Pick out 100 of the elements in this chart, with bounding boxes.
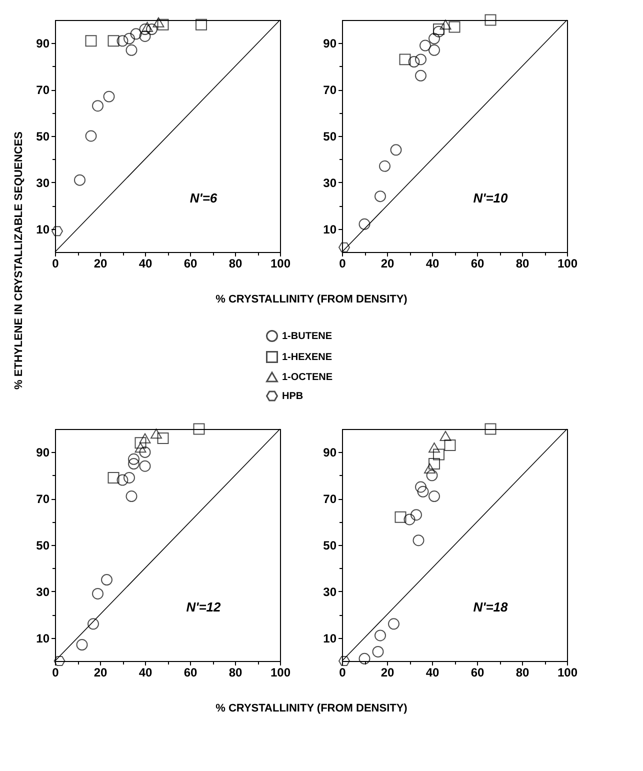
point [126,490,138,502]
legend-label: 1-BUTENE [282,331,332,342]
y-tick-label: 70 [36,492,50,506]
point [146,24,158,36]
point [444,439,456,451]
x-tick-label: 40 [426,256,440,270]
point [424,463,436,474]
point [142,22,153,32]
y-tick-label: 90 [36,36,50,51]
point [85,35,97,47]
point [116,35,128,47]
y-tick-label: 30 [36,176,50,190]
y-tick-label: 10 [36,222,50,236]
point [124,472,135,484]
point [139,460,151,472]
y-axis-title: % ETHYLENE IN CRYSTALLIZABLE SEQUENCES [13,132,26,390]
y-tick-label: 30 [323,176,337,190]
y-tick-label: 90 [323,446,337,460]
y-tick-label: 70 [323,492,337,506]
point [417,486,429,498]
point [130,28,142,40]
y-tick-label: 50 [36,538,50,552]
x-tick-label: 0 [339,256,346,270]
x-tick-label: 80 [516,666,530,680]
x-tick-label: 0 [339,666,346,680]
x-tick-label: 20 [94,666,108,680]
x-tick-label: 60 [184,666,198,680]
point [92,100,104,112]
y-tick-label: 70 [36,83,50,98]
point [150,428,162,439]
point [358,218,370,230]
point [448,21,460,33]
point [157,432,169,444]
x-tick-label: 0 [52,666,60,680]
point [74,174,86,186]
point [128,453,140,465]
point [139,24,151,36]
point [379,160,390,172]
y-tick-label: 90 [323,36,337,51]
point [108,472,120,484]
point [428,442,440,453]
annotation: N'=18 [473,600,509,615]
y-tick-label: 30 [323,584,337,599]
x-tick-label: 80 [516,256,530,270]
point [388,618,400,630]
point [484,14,496,26]
x-axis-title: % CRYSTALLINITY (FROM DENSITY) [216,702,408,714]
point [415,481,426,493]
point [92,588,104,600]
y-tick-label: 30 [36,584,50,599]
point [374,190,386,202]
point [420,40,431,52]
point [408,56,420,68]
y-tick-label: 50 [323,130,337,144]
point [428,44,440,56]
point [128,458,140,470]
point [484,423,496,435]
x-tick-label: 20 [380,256,394,270]
x-tick-label: 40 [138,666,152,680]
y-tick-label: 10 [323,222,337,236]
point [76,639,88,650]
point [394,511,406,523]
x-tick-label: 20 [380,666,394,680]
y-tick-label: 50 [36,130,50,144]
point [108,35,120,47]
point [433,448,444,460]
point [101,574,112,586]
x-tick-label: 40 [426,666,440,680]
y-tick-label: 50 [323,538,337,552]
point [152,17,164,28]
x-tick-label: 40 [138,256,152,270]
point [116,474,128,486]
point [338,242,350,252]
point [428,458,440,470]
legend-label: HPB [282,391,304,402]
x-tick-label: 80 [228,256,242,270]
x-tick-label: 60 [184,256,198,270]
point [134,442,146,453]
point [358,652,370,664]
x-tick-label: 100 [557,256,578,270]
point [52,226,63,236]
x-tick-label: 100 [557,666,578,680]
legend-label: 1-OCTENE [282,372,333,383]
x-tick-label: 20 [94,256,108,270]
point [415,70,426,82]
point [139,30,151,42]
annotation: N'=10 [473,190,509,206]
point [196,18,207,30]
point [426,470,438,482]
x-tick-label: 60 [470,256,484,270]
point [390,144,402,156]
x-tick-label: 100 [270,256,291,270]
point [54,656,66,666]
x-tick-label: 60 [470,666,484,680]
point [134,437,146,449]
y-tick-label: 70 [323,83,337,98]
point [404,514,416,526]
point [410,509,422,521]
x-tick-label: 0 [52,256,60,270]
point [124,32,135,44]
